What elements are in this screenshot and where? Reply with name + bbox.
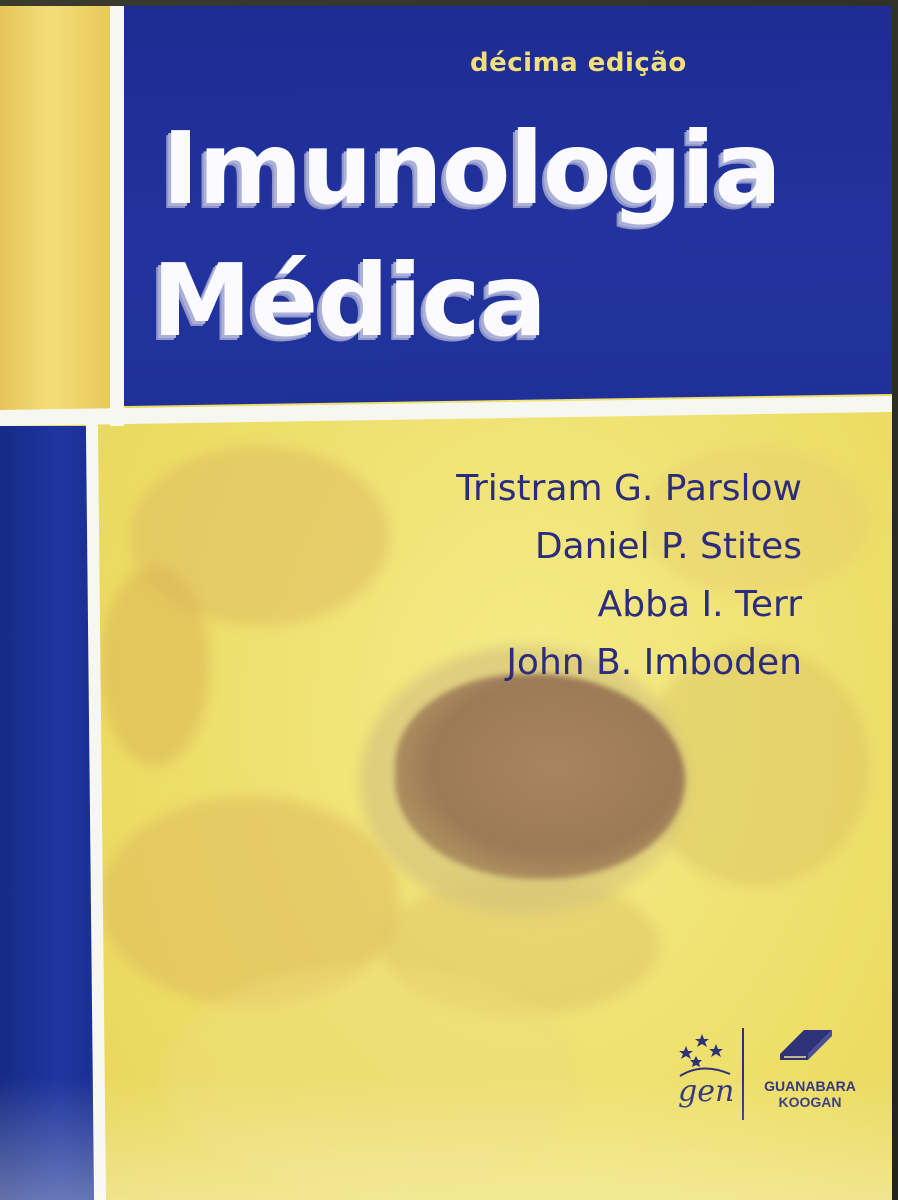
edition-label: décima edição <box>470 48 687 78</box>
publisher-name-line-1: GUANABARA <box>764 1078 856 1094</box>
book-title-line-1: Imunologia <box>162 110 782 227</box>
author-name: Daniel P. Stites <box>534 526 802 567</box>
background-cell <box>160 966 580 1186</box>
white-vertical-rule <box>110 6 124 426</box>
background-cell <box>100 566 210 766</box>
author-name: Abba I. Terr <box>597 584 802 625</box>
book-icon <box>780 1030 832 1060</box>
cover-left-yellow-strip <box>0 6 112 410</box>
publisher-name: GUANABARA KOOGAN <box>754 1078 866 1110</box>
main-cell-nucleus <box>395 674 685 879</box>
publisher-name-line-2: KOOGAN <box>778 1094 842 1110</box>
book-title-line-2: Médica <box>152 242 547 359</box>
author-name: Tristram G. Parslow <box>456 468 802 509</box>
gen-logo-text: gen <box>678 1074 735 1109</box>
publisher-logos: gen GUANABARA KOOGAN <box>672 1024 872 1134</box>
author-name: John B. Imboden <box>506 642 802 683</box>
stars-arc-icon <box>679 1034 731 1077</box>
author-list: Tristram G. Parslow Daniel P. Stites Abb… <box>456 460 802 692</box>
publisher-divider <box>742 1028 744 1120</box>
cover-left-blue-strip <box>0 426 96 1200</box>
book-cover: décima edição Imunologia Médica Tristram… <box>0 6 892 1200</box>
background-cell <box>640 446 870 596</box>
